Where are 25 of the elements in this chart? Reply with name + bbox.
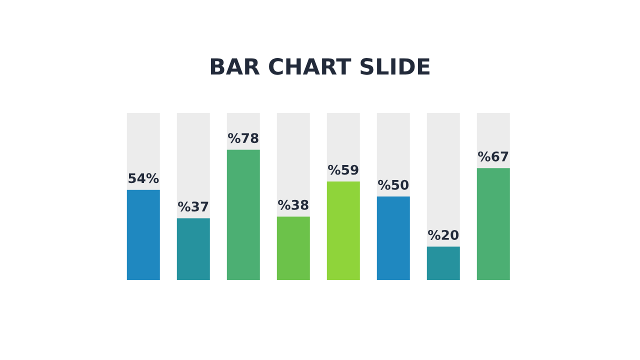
bar	[126, 113, 160, 190]
data-label: %38	[278, 200, 308, 210]
bar	[476, 113, 510, 168]
data-label: 54%	[128, 173, 159, 184]
bar	[276, 113, 310, 217]
bar	[376, 113, 410, 197]
bar	[426, 113, 460, 247]
bar	[226, 150, 260, 280]
bar	[226, 113, 260, 150]
bar	[126, 190, 160, 280]
data-label: %37	[178, 202, 208, 212]
bar	[276, 216, 310, 280]
bar	[176, 218, 210, 280]
data-label: %20	[428, 230, 459, 240]
bar	[376, 196, 410, 280]
bar	[326, 182, 360, 280]
data-label: %67	[478, 151, 508, 162]
chart-title: BAR CHART SLIDE	[210, 58, 430, 75]
data-label: %59	[328, 164, 358, 175]
data-label: %78	[228, 133, 258, 144]
bar	[476, 168, 510, 280]
bar	[326, 113, 360, 182]
bar	[176, 113, 210, 218]
data-label: %50	[378, 180, 409, 190]
bar	[426, 246, 460, 280]
